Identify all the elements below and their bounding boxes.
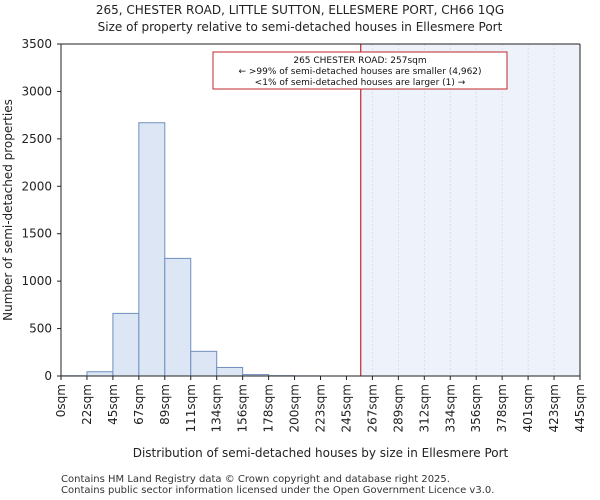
x-tick-label: 334sqm	[443, 384, 457, 432]
y-tick-label: 3000	[21, 84, 52, 98]
annotation-line-1: 265 CHESTER ROAD: 257sqm	[293, 56, 426, 66]
x-tick-label: 45sqm	[106, 384, 120, 425]
y-tick-label: 500	[29, 322, 52, 336]
bar-67sqm	[138, 122, 166, 377]
x-tick-label: 111sqm	[184, 384, 198, 432]
x-tick-label: 356sqm	[469, 384, 483, 432]
y-tick-label: 1000	[21, 274, 52, 288]
annotation-line-2: ← >99% of semi-detached houses are small…	[238, 67, 481, 77]
x-tick-label: 445sqm	[573, 384, 587, 432]
annotation-box	[212, 51, 508, 90]
x-tick-label: 423sqm	[547, 384, 561, 432]
x-tick-label: 267sqm	[365, 384, 379, 432]
x-tick-label: 200sqm	[288, 384, 302, 432]
x-tick-label: 378sqm	[495, 384, 509, 432]
x-tick-label: 223sqm	[314, 384, 328, 432]
x-tick-label: 0sqm	[54, 384, 68, 417]
x-tick-label: 134sqm	[210, 384, 224, 432]
y-tick-label: 2500	[21, 132, 52, 146]
larger-region-shade	[360, 44, 580, 376]
annotation-line-3: <1% of semi-detached houses are larger (…	[255, 78, 466, 88]
x-tick-label: 312sqm	[417, 384, 431, 432]
bar-111sqm	[190, 350, 218, 377]
bar-89sqm	[164, 257, 192, 377]
x-tick-label: 89sqm	[158, 384, 172, 425]
y-tick-label: 0	[44, 369, 52, 383]
footer-copyright: Contains HM Land Registry data © Crown c…	[61, 474, 450, 485]
y-tick-label: 1500	[21, 227, 52, 241]
x-tick-label: 401sqm	[521, 384, 535, 432]
x-tick-label: 156sqm	[236, 384, 250, 432]
footer-licence: Contains public sector information licen…	[61, 485, 495, 496]
y-axis-label: Number of semi-detached properties	[1, 99, 15, 321]
bar-22sqm	[86, 371, 114, 377]
y-tick-label: 2000	[21, 179, 52, 193]
bar-134sqm	[216, 366, 244, 377]
x-tick-label: 245sqm	[339, 384, 353, 432]
y-tick-label: 3500	[21, 37, 52, 51]
x-axis-label: Distribution of semi-detached houses by …	[133, 446, 509, 460]
x-tick-label: 289sqm	[391, 384, 405, 432]
chart-title: 265, CHESTER ROAD, LITTLE SUTTON, ELLESM…	[95, 3, 505, 17]
x-tick-label: 178sqm	[262, 384, 276, 432]
bar-45sqm	[112, 312, 140, 377]
x-tick-label: 22sqm	[80, 384, 94, 425]
x-tick-label: 67sqm	[132, 384, 146, 425]
chart-subtitle: Size of property relative to semi-detach…	[97, 20, 503, 34]
